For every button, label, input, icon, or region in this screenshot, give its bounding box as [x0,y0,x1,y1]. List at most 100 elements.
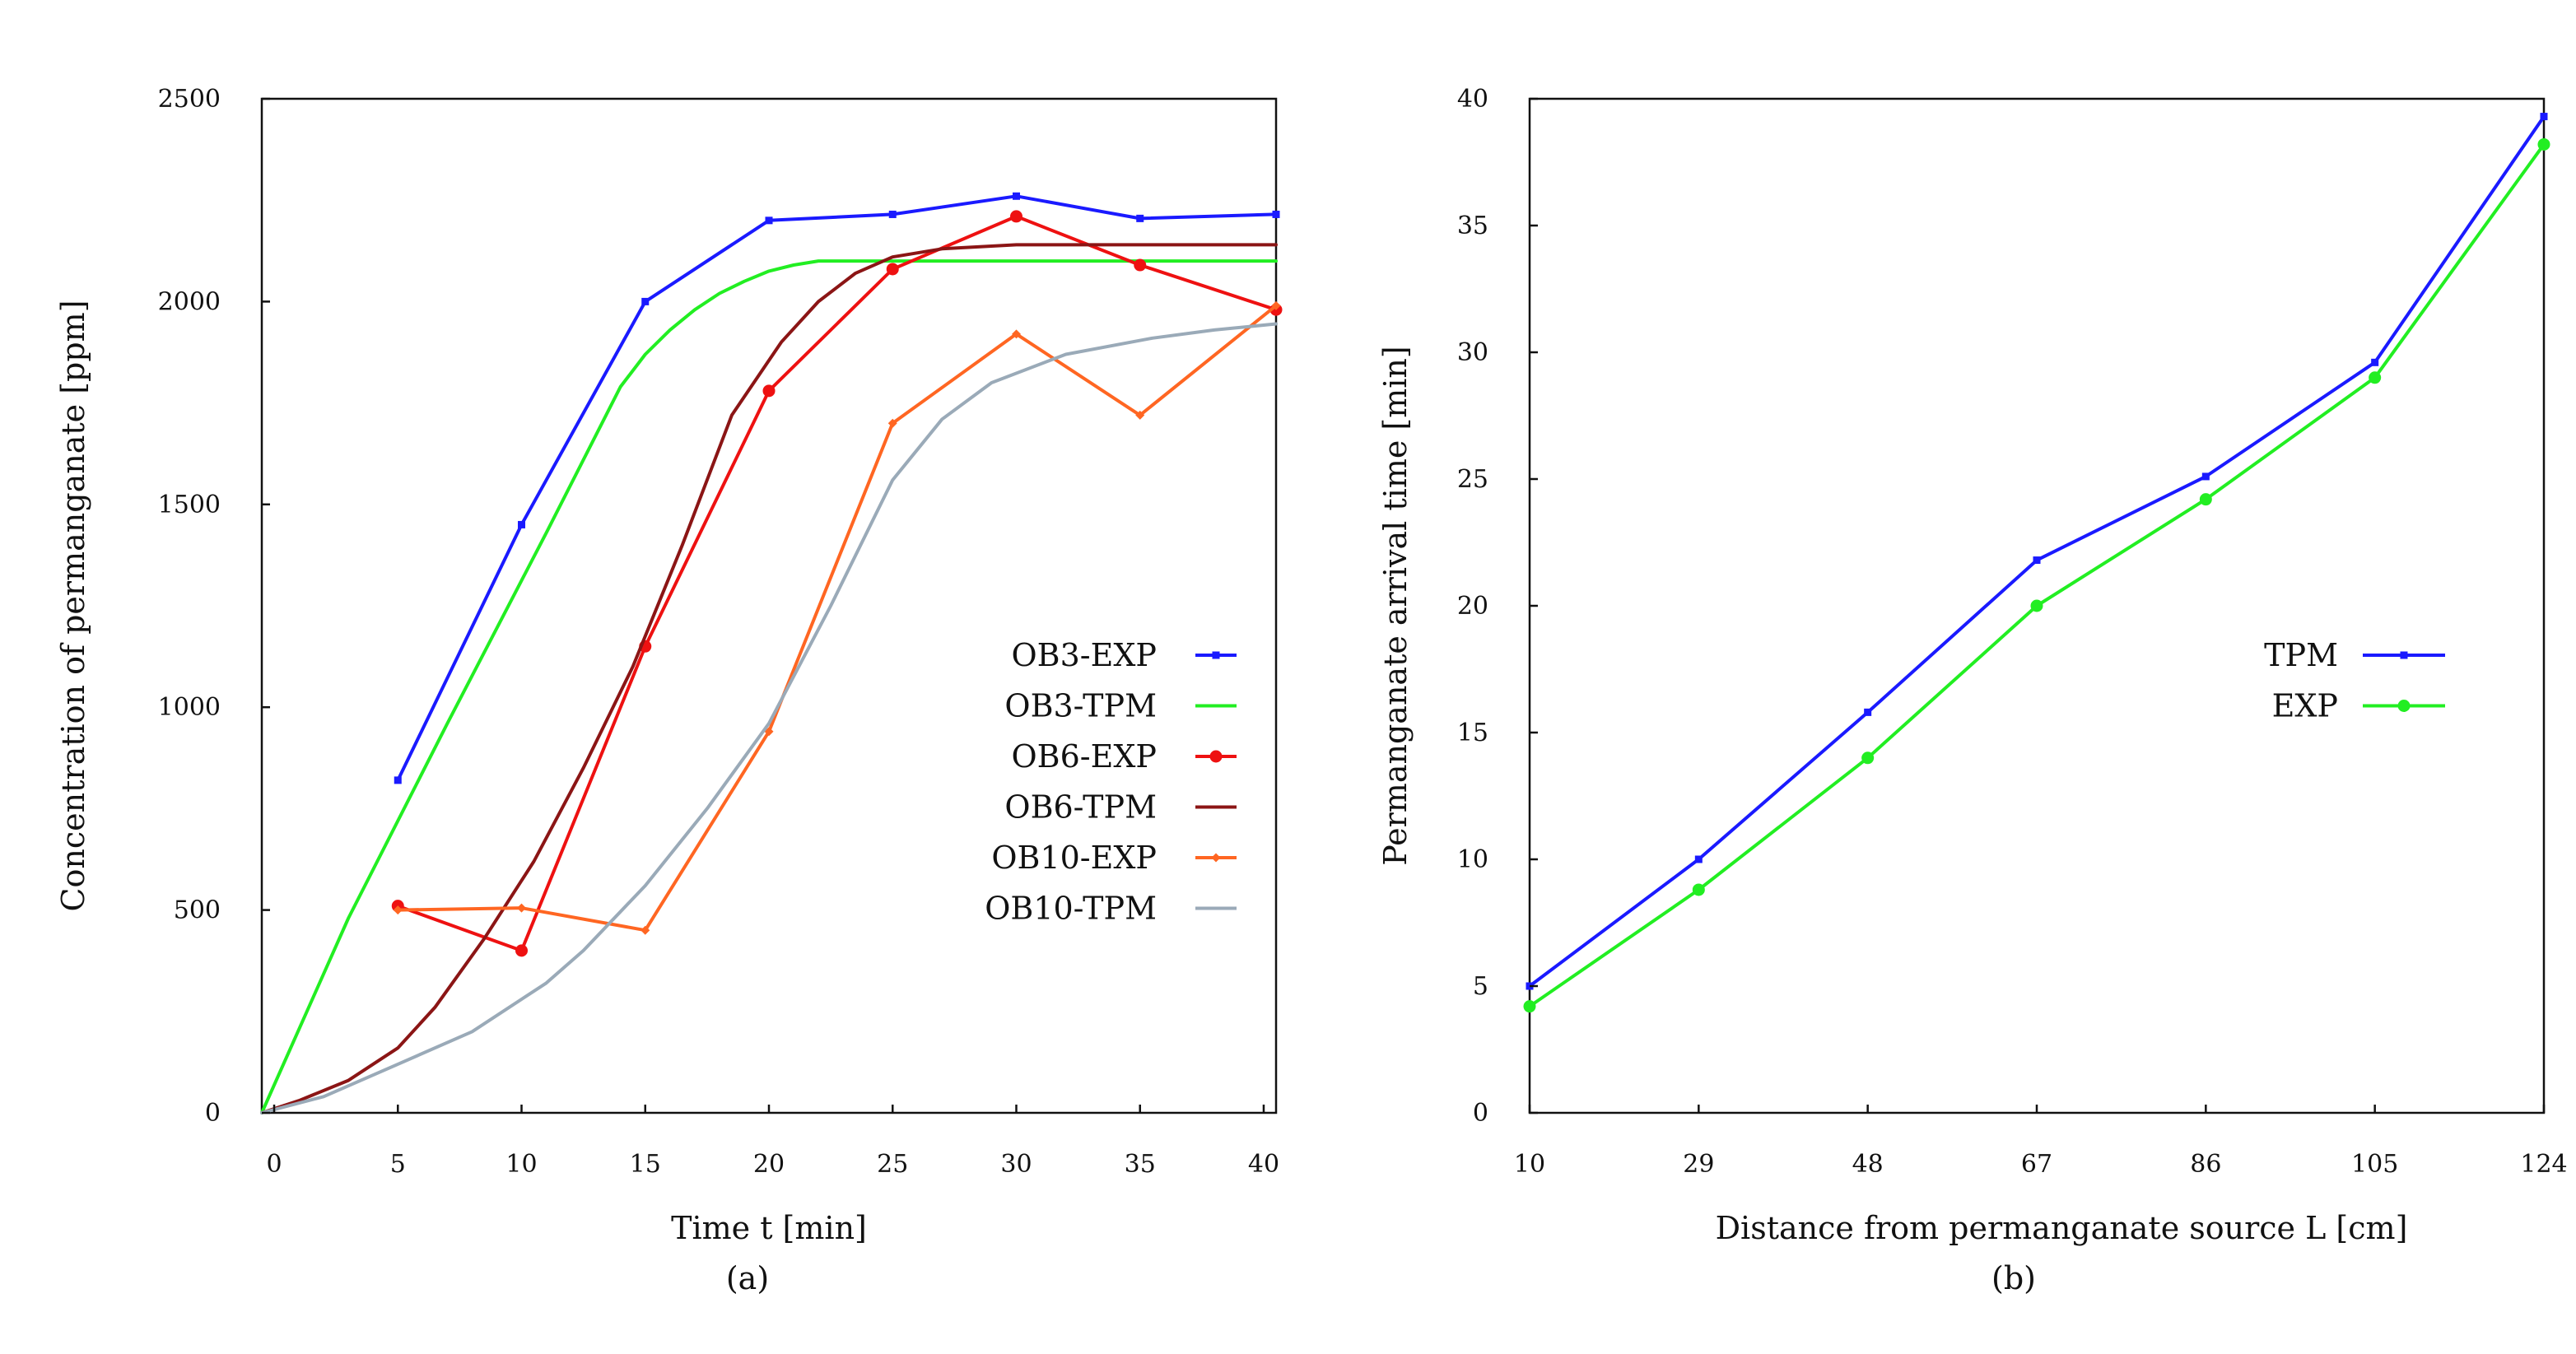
y-tick-label-a: 2000 [158,287,221,316]
legend-label-exp: EXP [2272,688,2338,724]
x-axis-title-b: Distance from permanganate source L [cm] [1716,1210,2408,1246]
y-axis-title-b: Permanganate arrival time [min] [1377,346,1414,865]
data-point-tpm [2201,472,2210,481]
series-line-tpm [1528,114,2546,988]
y-tick-label-b: 30 [1457,338,1488,367]
legend-item-tpm: TPM [2264,637,2445,673]
panel-b-chart: 10 29 48 67 86 105 124 0 5 10 15 20 25 30 35 40 TPM EXP… [1377,85,2568,1296]
series-ob10-exp [393,300,1281,935]
legend-a: OB3-EXP OB3-TPM OB6-EXP OB6-TPM OB10-EXP OB10… [985,637,1237,927]
data-point-exp [1692,883,1705,896]
plot-frame-a [260,97,1278,1114]
y-tick-label-a: 1000 [158,693,221,722]
y-tick-label-a: 2500 [158,85,221,114]
data-point-ob3-exp [888,210,897,218]
data-point-ob6-exp [515,944,529,957]
data-point-ob6-exp [1009,210,1022,223]
data-point-ob3-exp [765,216,773,225]
series-layer-a [260,192,1283,1114]
legend-label-ob6-exp: OB6-EXP [1012,738,1157,775]
data-point-ob3-exp [1136,214,1144,222]
series-line-ob3-exp [396,194,1278,782]
data-point-ob3-exp [1012,192,1020,200]
y-tick-label-a: 1500 [158,491,221,519]
legend-marker-exp [2397,700,2411,712]
y-tick-label-a: 500 [174,896,221,925]
legend-label-tpm: TPM [2264,637,2338,673]
y-tick-label-b: 5 [1473,972,1488,1001]
series-line-exp [1528,142,2546,1008]
legend-marker-ob6-exp [1209,750,1223,763]
y-ticks-a: 0 500 1000 1500 2000 2500 [158,85,270,1128]
data-point-ob3-exp [394,776,402,784]
x-tick-label-b: 48 [1852,1150,1884,1179]
data-point-ob10-exp [1271,300,1281,310]
x-tick-label-a: 0 [266,1150,282,1179]
legend-marker-ob3-exp [1212,651,1220,659]
y-tick-label-a: 0 [205,1099,221,1128]
y-tick-label-b: 25 [1457,465,1488,494]
data-point-ob10-exp [393,905,403,915]
legend-label-ob10-tpm: OB10-TPM [985,891,1157,927]
series-exp [1523,137,2550,1013]
data-point-ob10-exp [517,903,527,913]
series-layer-b [1523,113,2550,1013]
legend-item-ob6-exp: OB6-EXP [1012,738,1237,775]
data-point-ob3-exp [1272,210,1280,218]
data-point-exp [2369,371,2382,384]
data-point-tpm [1694,855,1703,863]
x-axis-title-a: Time t [min] [671,1210,867,1246]
series-line-ob10-exp [396,304,1278,933]
legend-b: TPM EXP [2264,637,2445,724]
data-point-ob10-exp [1135,410,1145,420]
legend-label-ob3-tpm: OB3-TPM [1004,688,1157,724]
data-point-ob3-exp [641,297,650,305]
x-tick-label-a: 40 [1248,1150,1279,1179]
series-tpm [1526,113,2548,990]
legend-marker-ob10-exp [1211,853,1221,863]
legend-item-ob3-exp: OB3-EXP [1012,637,1237,673]
data-point-ob6-exp [1134,258,1147,272]
legend-label-ob6-tpm: OB6-TPM [1004,789,1157,826]
panel-a-chart: 0 5 10 15 20 25 30 35 40 0 500 1000 1500 2000 2500 OB… [55,85,1283,1296]
data-point-ob10-exp [887,418,897,428]
x-tick-label-a: 15 [630,1150,661,1179]
x-ticks-a: 0 5 10 15 20 25 30 35 40 [266,1105,1279,1179]
data-point-ob10-exp [1011,329,1021,339]
data-point-exp [1861,751,1875,765]
legend-item-ob6-tpm: OB6-TPM [1004,789,1237,826]
legend-item-ob10-exp: OB10-EXP [991,840,1237,876]
y-tick-label-b: 0 [1473,1099,1488,1128]
x-tick-label-b: 86 [2190,1150,2221,1179]
x-tick-label-b: 105 [2351,1150,2398,1179]
caption-b: (b) [1991,1260,2036,1296]
y-tick-label-b: 15 [1457,719,1488,747]
x-tick-label-b: 10 [1514,1150,1545,1179]
legend-label-ob10-exp: OB10-EXP [991,840,1157,876]
x-ticks-b: 10 29 48 67 86 105 124 [1514,1105,2568,1179]
data-point-ob10-exp [641,925,650,935]
data-point-tpm [2371,358,2379,366]
data-point-ob6-exp [762,384,776,398]
x-tick-label-b: 29 [1683,1150,1714,1179]
x-tick-label-a: 20 [753,1150,785,1179]
x-tick-label-a: 10 [505,1150,537,1179]
y-tick-label-b: 20 [1457,592,1488,621]
x-tick-label-b: 124 [2520,1150,2567,1179]
data-point-ob3-exp [518,520,526,528]
data-point-exp [2030,599,2043,612]
x-tick-label-a: 35 [1125,1150,1156,1179]
y-tick-label-b: 35 [1457,212,1488,240]
data-point-exp [2537,137,2550,151]
data-point-tpm [2540,113,2548,121]
x-tick-label-b: 67 [2021,1150,2052,1179]
series-ob3-exp [394,192,1280,784]
series-line-ob6-tpm [260,243,1278,1114]
data-point-exp [2199,493,2212,506]
legend-item-ob10-tpm: OB10-TPM [985,891,1237,927]
y-tick-label-b: 10 [1457,845,1488,874]
x-tick-label-a: 5 [390,1150,406,1179]
series-line-ob6-exp [396,214,1278,952]
series-ob10-tpm [260,322,1278,1114]
